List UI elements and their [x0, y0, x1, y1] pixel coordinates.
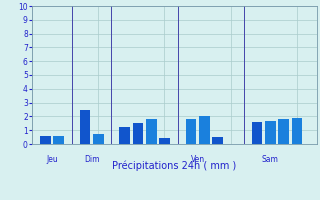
- X-axis label: Précipitations 24h ( mm ): Précipitations 24h ( mm ): [112, 161, 236, 171]
- Bar: [133, 123, 143, 144]
- Bar: [93, 134, 104, 144]
- Bar: [80, 110, 90, 144]
- Bar: [186, 119, 196, 144]
- Text: Ven: Ven: [190, 155, 205, 164]
- Bar: [53, 136, 64, 144]
- Bar: [40, 136, 51, 144]
- Bar: [119, 127, 130, 144]
- Bar: [292, 118, 302, 144]
- Bar: [212, 137, 223, 144]
- Bar: [252, 122, 262, 144]
- Bar: [265, 121, 276, 144]
- Text: Dim: Dim: [84, 155, 99, 164]
- Text: Jeu: Jeu: [46, 155, 58, 164]
- Bar: [278, 119, 289, 144]
- Bar: [146, 119, 156, 144]
- Text: Sam: Sam: [262, 155, 279, 164]
- Bar: [199, 116, 210, 144]
- Bar: [159, 138, 170, 144]
